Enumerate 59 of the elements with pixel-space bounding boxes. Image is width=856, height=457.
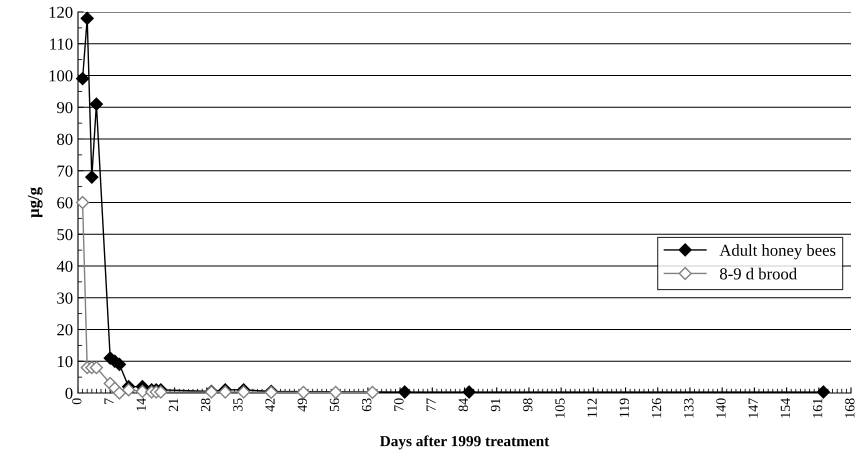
x-tick-label: 14 xyxy=(136,398,146,411)
x-tick-label: 84 xyxy=(458,398,468,412)
x-tick-label: 168 xyxy=(845,398,854,418)
point xyxy=(366,386,380,399)
y-tick-label: 90 xyxy=(57,102,73,114)
y-tick-label: 120 xyxy=(50,6,73,18)
y-tick-label: 80 xyxy=(57,134,73,145)
point xyxy=(136,384,150,398)
x-axis-title: Days after 1999 treatment xyxy=(380,435,550,450)
y-tick-label: 20 xyxy=(57,324,73,336)
legend-label: 8-9 d brood xyxy=(720,268,797,280)
point xyxy=(816,385,830,399)
point xyxy=(122,383,136,396)
point xyxy=(90,361,103,374)
x-tick-label: 56 xyxy=(330,398,340,411)
x-tick-label: 77 xyxy=(426,398,436,411)
x-tick-label: 140 xyxy=(716,398,726,418)
x-tick-label: 70 xyxy=(394,398,404,411)
x-tick-label: 63 xyxy=(362,398,372,412)
point xyxy=(218,385,232,399)
point xyxy=(329,386,342,399)
x-tick-label: 7 xyxy=(104,398,114,404)
point xyxy=(462,385,476,399)
y-tick-label: 50 xyxy=(57,228,73,240)
x-tick-label: 119 xyxy=(620,398,630,417)
y-tick-label: 10 xyxy=(58,356,73,368)
point xyxy=(76,196,90,210)
x-tick-label: 49 xyxy=(298,398,307,412)
y-tick-label: 40 xyxy=(56,260,73,272)
point xyxy=(85,170,98,184)
y-tick-label: 60 xyxy=(57,197,73,208)
y-tick-label: 70 xyxy=(58,165,73,177)
x-tick-label: 35 xyxy=(233,398,243,412)
x-tick-label: 21 xyxy=(168,398,178,412)
x-tick-label: 0 xyxy=(72,398,82,404)
y-axis-title: µg/g xyxy=(28,187,43,218)
x-tick-label: 147 xyxy=(748,398,758,418)
point xyxy=(237,385,250,399)
x-tick-label: 154 xyxy=(780,398,790,418)
y-tick-label: 100 xyxy=(50,70,73,82)
x-tick-label: 28 xyxy=(200,398,210,412)
x-tick-label: 42 xyxy=(265,398,275,412)
point xyxy=(76,72,90,86)
point xyxy=(112,386,126,400)
legend-label: Adult honey bees xyxy=(720,244,836,260)
x-tick-label: 161 xyxy=(812,398,822,418)
x-tick-label: 126 xyxy=(652,398,662,418)
point xyxy=(398,385,412,399)
point xyxy=(90,97,103,111)
x-tick-label: 91 xyxy=(490,398,500,412)
x-tick-label: 133 xyxy=(684,398,694,418)
x-tick-label: 112 xyxy=(587,398,597,417)
x-tick-label: 105 xyxy=(555,398,565,418)
point xyxy=(296,386,310,399)
y-tick-label: 30 xyxy=(57,292,73,304)
point xyxy=(80,12,94,25)
x-tick-label: 98 xyxy=(523,398,532,412)
point xyxy=(154,385,168,399)
y-tick-label: 110 xyxy=(50,38,73,50)
